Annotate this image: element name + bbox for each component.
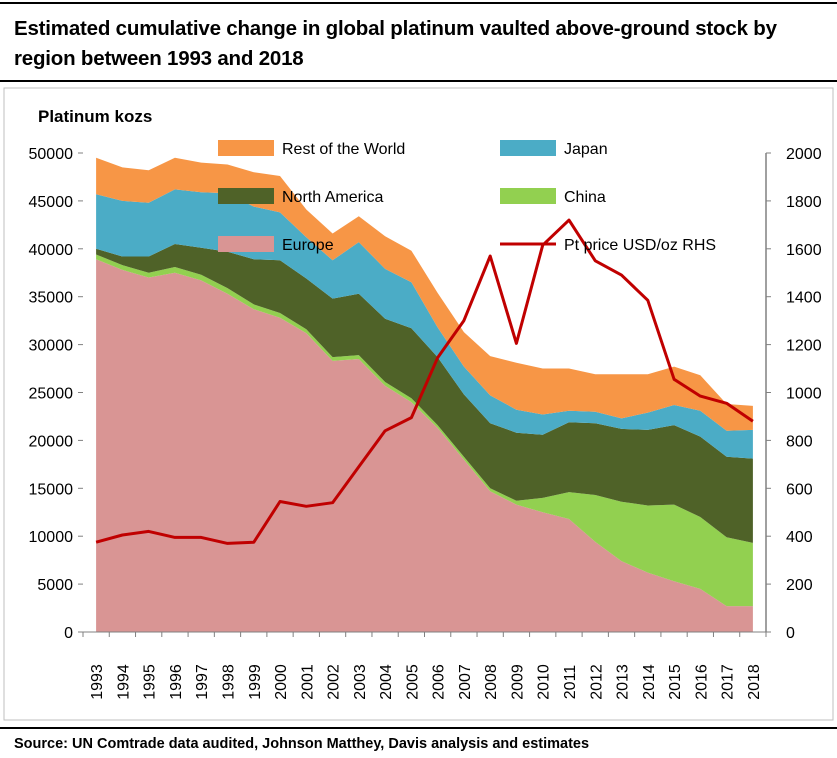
y-tick-label: 25000	[29, 386, 74, 403]
y2-tick-label: 1400	[786, 290, 822, 307]
x-tick-label: 2002	[326, 664, 343, 700]
y2-tick-label: 800	[786, 433, 813, 450]
x-tick-label: 1999	[247, 664, 264, 700]
y2-tick-label: 600	[786, 481, 813, 498]
area-china	[96, 254, 753, 607]
y2-tick-label: 1600	[786, 242, 822, 259]
x-tick-label: 2007	[457, 664, 474, 700]
y2-tick-label: 1200	[786, 338, 822, 355]
y2-tick-label: 1800	[786, 194, 822, 211]
legend-label-europe: Europe	[282, 237, 334, 254]
y2-tick-label: 0	[786, 625, 795, 642]
y-tick-label: 0	[64, 625, 73, 642]
area-europe	[96, 259, 753, 632]
x-tick-label: 2014	[641, 664, 658, 700]
x-tick-label: 1993	[89, 664, 106, 700]
source-note: Source: UN Comtrade data audited, Johnso…	[14, 736, 590, 752]
y-tick-label: 15000	[29, 481, 74, 498]
y2-tick-label: 200	[786, 577, 813, 594]
legend-label-pt-price-usd-oz-rhs: Pt price USD/oz RHS	[564, 237, 716, 254]
y-tick-label: 45000	[29, 194, 74, 211]
y-tick-label: 50000	[29, 146, 74, 163]
x-tick-label: 2003	[352, 664, 369, 700]
y-tick-label: 5000	[37, 577, 73, 594]
y2-tick-label: 1000	[786, 386, 822, 403]
area-north-america	[96, 244, 753, 543]
y-tick-label: 30000	[29, 338, 74, 355]
legend-swatch-europe	[218, 236, 274, 252]
x-tick-label: 2008	[483, 664, 500, 700]
area-layers	[96, 157, 753, 632]
y-tick-label: 40000	[29, 242, 74, 259]
y2-tick-label: 2000	[786, 146, 822, 163]
axes: 0500010000150002000025000300003500040000…	[29, 146, 822, 700]
area-rest-of-the-world	[96, 157, 753, 431]
x-tick-label: 1996	[168, 664, 185, 700]
x-tick-label: 2009	[509, 664, 526, 700]
x-tick-label: 2004	[378, 664, 395, 700]
x-tick-label: 2017	[720, 664, 737, 700]
legend-label-rest-of-the-world: Rest of the World	[282, 141, 405, 158]
y2-tick-label: 400	[786, 529, 813, 546]
chart-frame	[3, 87, 834, 721]
top-rule	[0, 2, 837, 4]
legend-swatch-japan	[500, 140, 556, 156]
y-axis-label: Platinum kozs	[38, 107, 152, 126]
y-tick-label: 35000	[29, 290, 74, 307]
x-tick-label: 2001	[299, 664, 316, 700]
x-tick-label: 2015	[667, 664, 684, 700]
title-rule	[0, 80, 837, 82]
x-tick-label: 1995	[142, 664, 159, 700]
legend-swatch-china	[500, 188, 556, 204]
x-tick-label: 1997	[194, 664, 211, 700]
x-tick-label: 2006	[431, 664, 448, 700]
y-tick-label: 20000	[29, 433, 74, 450]
x-tick-label: 2013	[615, 664, 632, 700]
price-line-layer	[95, 218, 754, 545]
x-tick-label: 2011	[562, 665, 579, 700]
x-tick-label: 1994	[115, 664, 132, 700]
x-tick-label: 2018	[746, 664, 763, 700]
legend: Rest of the World Japan North America China…	[218, 140, 716, 254]
x-tick-label: 2012	[588, 664, 605, 700]
legend-label-north-america: North America	[282, 189, 383, 206]
legend-label-china: China	[564, 189, 606, 206]
y-tick-label: 10000	[29, 529, 74, 546]
bottom-rule	[0, 727, 837, 729]
x-tick-label: 1998	[220, 664, 237, 700]
x-tick-label: 2010	[536, 664, 553, 700]
legend-swatch-north-america	[218, 188, 274, 204]
x-tick-label: 2005	[404, 664, 421, 700]
legend-swatch-rest-of-the-world	[218, 140, 274, 156]
chart-title: Estimated cumulative change in global pl…	[14, 17, 777, 70]
area-japan	[96, 189, 753, 459]
chart-svg: Platinum kozs 05000100001500020000250003…	[3, 87, 834, 721]
line-pt-price-usd-oz-rhs	[95, 218, 754, 545]
legend-label-japan: Japan	[564, 141, 608, 158]
x-tick-label: 2000	[273, 664, 290, 700]
x-tick-label: 2016	[693, 664, 710, 700]
